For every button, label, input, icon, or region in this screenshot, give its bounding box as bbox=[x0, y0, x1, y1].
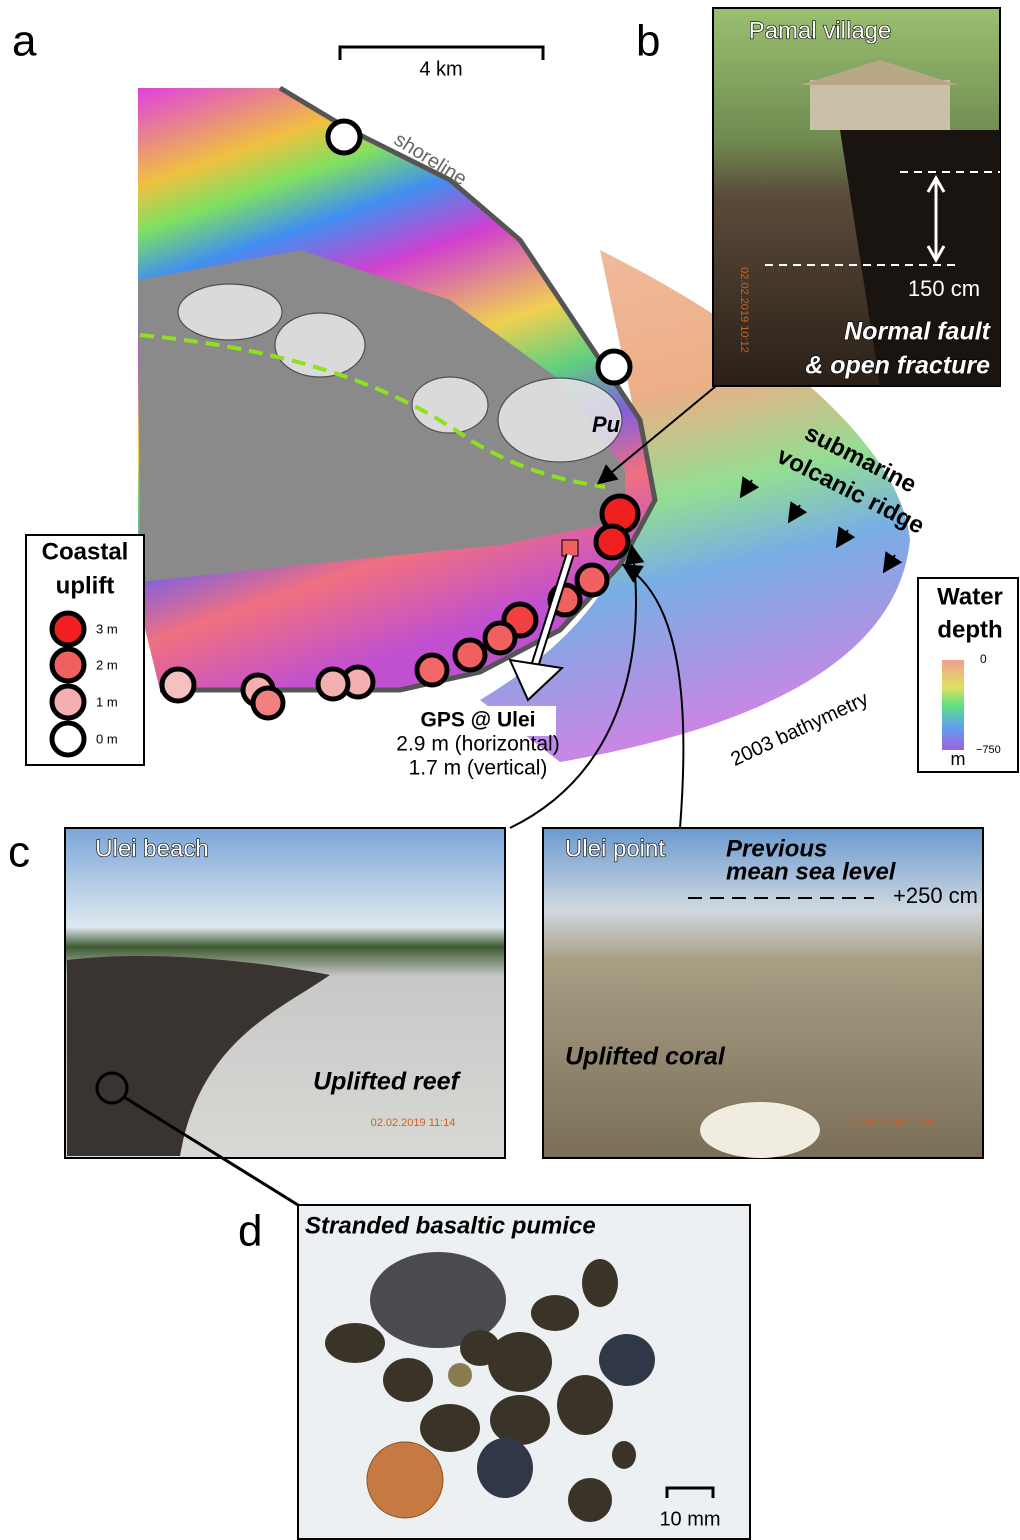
timestamp: 02.02.2019 11:14 bbox=[371, 1117, 456, 1129]
photo-title: Stranded basaltic pumice bbox=[305, 1212, 596, 1239]
gps-text: 2.9 m (horizontal) bbox=[396, 733, 559, 756]
scale-bar bbox=[665, 1486, 715, 1498]
photo-caption: Uplifted reef bbox=[313, 1068, 462, 1096]
scale-label: 10 mm bbox=[659, 1508, 720, 1530]
pointer bbox=[123, 1095, 299, 1207]
legend-label: 3 m bbox=[96, 621, 118, 636]
gps-text: 1.7 m (vertical) bbox=[409, 757, 548, 780]
gps-title: GPS @ Ulei bbox=[420, 709, 535, 732]
gps-box bbox=[372, 706, 556, 736]
colorbar bbox=[942, 660, 964, 750]
shoreline bbox=[160, 85, 658, 693]
legend-title: Water bbox=[937, 583, 1003, 610]
colorbar-label: 0 bbox=[980, 652, 987, 666]
offset-label: +250 cm bbox=[893, 883, 978, 908]
panel-label: d bbox=[238, 1207, 262, 1256]
panel-label: b bbox=[636, 17, 660, 66]
gps-arrowhead bbox=[508, 658, 565, 702]
photo-note: mean sea level bbox=[726, 858, 897, 885]
legend-title: depth bbox=[937, 616, 1002, 643]
scale-bar bbox=[338, 45, 545, 60]
crater-label: Pu bbox=[592, 412, 621, 437]
pumice bbox=[325, 1252, 655, 1522]
photo-caption: & open fracture bbox=[805, 352, 990, 380]
offset-label: 150 cm bbox=[908, 276, 980, 301]
legend-symbols bbox=[49, 610, 87, 758]
uplift-legend bbox=[25, 534, 145, 766]
panel-label: c bbox=[8, 828, 30, 877]
bathymetry bbox=[480, 250, 910, 762]
coin bbox=[366, 1441, 444, 1519]
offset-arrow bbox=[926, 174, 946, 264]
legend-label: 0 m bbox=[96, 731, 118, 746]
photo-title: Pamal village bbox=[749, 17, 892, 44]
gps-station bbox=[561, 539, 579, 557]
hut bbox=[810, 80, 950, 130]
photo-caption: Normal fault bbox=[844, 318, 992, 346]
photo-note: Previous bbox=[726, 835, 827, 862]
dark-sand bbox=[67, 955, 330, 1156]
timestamp: 02.02.2019 10:06 bbox=[850, 1117, 936, 1129]
ridge-arrows bbox=[739, 476, 903, 574]
fracture bbox=[840, 130, 1000, 386]
photo-title: Ulei point bbox=[565, 835, 665, 862]
photo-caption: Uplifted coral bbox=[565, 1043, 726, 1071]
pointer bbox=[621, 563, 685, 829]
scale-label: 4 km bbox=[419, 58, 462, 80]
depth-legend bbox=[917, 577, 1019, 773]
colorbar-unit: m bbox=[951, 749, 966, 769]
coral bbox=[700, 1102, 820, 1158]
pointer bbox=[596, 385, 717, 485]
legend-title: Coastal bbox=[42, 538, 129, 565]
legend-title: uplift bbox=[56, 572, 115, 599]
timestamp: 02.02.2019 10:12 bbox=[738, 267, 750, 353]
gps-arrow bbox=[532, 554, 573, 666]
pumice-circle bbox=[95, 1071, 129, 1105]
panel-label: a bbox=[12, 17, 37, 66]
legend-label: 2 m bbox=[96, 657, 118, 672]
fault bbox=[139, 333, 606, 489]
photo-title: Ulei beach bbox=[95, 835, 208, 862]
hut-roof bbox=[800, 60, 958, 85]
legend-label: 1 m bbox=[96, 694, 118, 709]
colorbar-label: −750 bbox=[976, 744, 1001, 756]
